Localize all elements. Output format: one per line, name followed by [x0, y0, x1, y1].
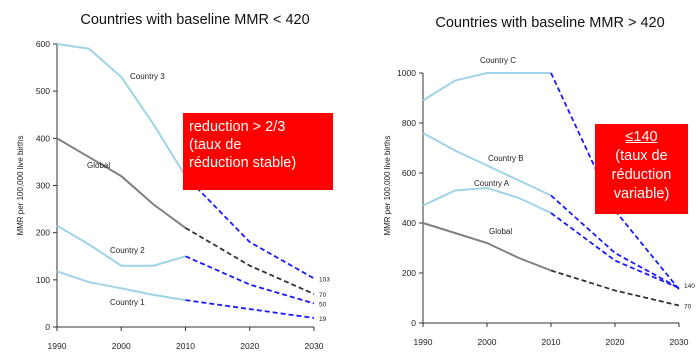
left-chart-title: Countries with baseline MMR < 420	[80, 12, 309, 28]
left-series-global-observed	[56, 137, 187, 229]
right-x-tick-label-2: 2010	[542, 337, 561, 347]
callout-right: ≤140 (taux de réduction variable)	[595, 124, 688, 214]
right-y-tick-label-4: 800	[402, 118, 416, 128]
callout-right-line-3: réduction	[611, 167, 672, 183]
chart-right-svg: Countries with baseline MMR > 420 0 200 400…	[383, 15, 695, 347]
left-series-label-country-2: Country 2	[110, 246, 145, 255]
callout-left-line-3: réduction stable)	[189, 155, 297, 171]
left-series-country-3-observed	[56, 43, 187, 177]
right-series-country-c-projection	[550, 72, 680, 290]
right-series-label-country-c: Country C	[480, 56, 516, 65]
chart-left-svg: Countries with baseline MMR < 420 0 100 200…	[16, 12, 330, 351]
callout-right-line-1: ≤140	[625, 129, 658, 145]
right-y-tick-label-3: 600	[402, 168, 416, 178]
left-series-country-3-projection	[184, 175, 315, 280]
callout-left: reduction > 2/3 (taux de réduction stabl…	[183, 113, 333, 190]
left-end-value-country-1: 19	[319, 316, 327, 323]
callout-left-line-1: reduction > 2/3	[189, 119, 286, 135]
left-y-tick-label-0: 0	[45, 322, 50, 332]
right-series-country-c-observed	[422, 72, 551, 102]
right-series-global-projection	[550, 269, 680, 307]
left-x-tick-label-4: 2030	[305, 341, 324, 351]
left-x-tick-label-1: 2000	[112, 341, 131, 351]
right-series-global-observed	[422, 222, 552, 272]
left-y-axis-label: MMR per 100,000 live births	[16, 135, 25, 235]
callout-right-line-4: variable)	[613, 186, 670, 202]
right-series-label-global: Global	[489, 227, 512, 236]
right-series-country-b-projection	[550, 194, 680, 289]
right-y-tick-label-1: 200	[402, 268, 416, 278]
right-x-tick-label-4: 2030	[670, 337, 689, 347]
right-x-tick-label-3: 2020	[606, 337, 625, 347]
chart-left: Countries with baseline MMR < 420 0 100 200…	[16, 12, 333, 351]
callout-left-line-2: (taux de	[189, 137, 242, 153]
chart-right: Countries with baseline MMR > 420 0 200 400…	[350, 0, 698, 358]
left-series-country-1-projection	[185, 299, 315, 319]
right-y-axis-label: MMR per 100,000 live births	[383, 135, 392, 235]
left-series-country-2-observed	[56, 224, 186, 267]
left-y-tick-label-4: 400	[36, 133, 50, 143]
left-series-label-country-3: Country 3	[130, 72, 165, 81]
right-end-value-global: 70	[684, 304, 692, 311]
right-y-tick-label-2: 400	[402, 218, 416, 228]
right-series-label-country-b: Country B	[488, 154, 524, 163]
left-end-value-global: 70	[319, 292, 327, 299]
right-end-value-country-a: 140	[684, 283, 695, 290]
left-x-tick-label-2: 2010	[176, 341, 195, 351]
left-series-global-projection	[185, 227, 315, 295]
left-y-tick-label-5: 500	[36, 86, 50, 96]
left-end-value-country-3: 103	[319, 276, 330, 283]
right-series-label-country-a: Country A	[474, 179, 510, 188]
left-y-tick-label-2: 200	[36, 228, 50, 238]
right-y-tick-label-5: 1000	[397, 68, 416, 78]
left-x-tick-label-3: 2020	[240, 341, 259, 351]
right-y-tick-label-0: 0	[411, 318, 416, 328]
left-series-label-country-1: Country 1	[110, 298, 145, 307]
callout-right-line-2: (taux de	[615, 148, 668, 164]
left-series-country-1-observed	[56, 270, 186, 302]
left-y-tick-label-6: 600	[36, 39, 50, 49]
right-series-country-a-projection	[550, 212, 680, 289]
left-end-value-country-2: 50	[319, 301, 327, 308]
left-x-tick-label-0: 1990	[48, 341, 67, 351]
left-series-label-global: Global	[87, 161, 110, 170]
right-chart-title: Countries with baseline MMR > 420	[435, 15, 664, 31]
right-series-country-a-observed	[422, 186, 552, 214]
right-x-tick-label-0: 1990	[414, 337, 433, 347]
left-y-tick-label-1: 100	[36, 275, 50, 285]
left-y-tick-label-3: 300	[36, 181, 50, 191]
right-x-tick-label-1: 2000	[478, 337, 497, 347]
left-series-country-2-projection	[185, 255, 315, 305]
right-series-country-b-observed	[422, 132, 552, 197]
